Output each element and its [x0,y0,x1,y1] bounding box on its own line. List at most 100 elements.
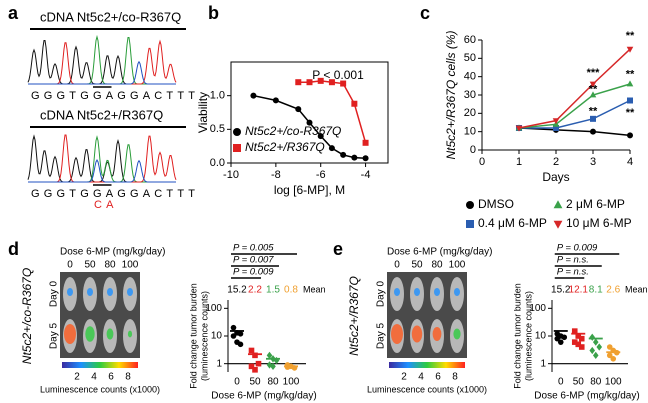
dose: 50 [411,260,423,271]
track-title: cDNA Nt5c2+/R367Q [40,107,163,122]
marker [578,335,585,342]
marker [606,344,613,350]
panel-label: d [8,239,19,259]
y-tick-label: 1 [216,358,222,369]
y-tick-label: 30 [464,89,476,101]
marker [328,79,335,86]
marker [589,91,597,98]
colorbar-tick: 2 [74,372,80,383]
mean-label: 8.1 [589,285,603,296]
legend-marker [466,201,474,209]
y-tick-label: 0.5 [210,123,225,135]
marker [230,324,237,331]
y-tick-label: 100 [205,303,222,314]
marker [589,346,596,355]
signal [411,325,423,343]
signal [127,330,133,338]
signal [67,288,73,296]
y-tick-label: 20 [464,107,476,119]
marker [295,79,302,86]
mean-caption: Mean [625,284,648,294]
genotype: Nt5c2+/co-R367Q [20,268,34,364]
dose: 100 [122,260,139,271]
x-tick-label: 100 [283,377,300,388]
marker [306,119,313,126]
legend-label: DMSO [478,197,514,211]
x-tick-label: -8 [271,169,281,181]
marker [270,362,276,370]
colorbar-tick: 2 [401,372,407,383]
mean-label: 15.2 [551,285,571,296]
signal [64,324,76,344]
marker [590,115,596,122]
legend-label: 2 μM 6-MP [566,197,625,211]
marker [590,128,596,135]
marker [317,133,324,140]
sequence: GGGTGGAGGACTTT [31,90,199,102]
marker [626,80,634,87]
marker [589,81,597,88]
legend-label: Nt5c2+/co-R367Q [245,124,341,138]
marker [248,347,255,354]
variant: CA [94,199,118,211]
marker [553,125,559,131]
marker [328,145,335,152]
annotation: ** [626,69,635,81]
signal [85,326,95,342]
x-tick-label: -4 [361,169,371,181]
y-axis-label: Viability [196,92,210,133]
colorbar-label: Luminescence counts (x1000) [40,384,160,394]
y-tick-label: 10 [535,331,547,342]
legend-label: Nt5c2+/R367Q [245,140,325,154]
marker [571,339,578,345]
marker [571,328,578,334]
legend-marker [553,200,563,209]
y-tick-label: 40 [464,71,476,83]
marker [578,344,585,350]
comparison-label: P = n.s. [557,267,589,278]
legend-marker [233,128,241,136]
annotation: ** [589,83,598,95]
marker [351,154,358,161]
marker [340,80,347,87]
y-tick-label: 50 [464,52,476,64]
day-label: Day 0 [376,281,387,308]
marker [272,97,279,104]
y-axis-label: Fold change tumor burden [188,283,198,389]
legend-label: 0.4 μM 6-MP [478,216,547,230]
x-tick-label: 1 [516,156,522,168]
signal [414,288,420,296]
series-line [519,99,631,129]
marker [592,338,599,346]
x-axis-label: log [6-MP], M [274,183,345,197]
marker [248,363,255,370]
marker [626,46,634,53]
marker [250,92,257,99]
colorbar-tick: 8 [125,372,131,383]
colorbar-tick: 6 [435,372,441,383]
series-line [518,127,631,137]
marker [230,333,237,339]
annotation: ** [626,30,635,42]
trace [28,158,176,183]
x-tick-label: 0 [479,156,485,168]
annotation: *** [587,67,601,79]
day-label: Day 5 [49,323,60,350]
x-tick-label: 50 [573,377,585,388]
y-axis-label: (luminescence counts) [199,291,209,381]
x-tick-label: 0 [558,377,564,388]
marker [362,139,369,146]
x-axis-label: Dose 6-MP (mg/kg/day) [211,391,316,402]
x-axis-label: Days [542,170,569,184]
trace [28,60,176,85]
marker [554,335,561,342]
signal [453,328,461,340]
sequence: GGGTGGAGGACTTT [31,188,199,200]
x-tick-label: 80 [267,377,279,388]
x-tick-label: -6 [316,169,326,181]
marker [606,352,613,359]
signal [434,288,440,296]
mean-label: 15.2 [227,285,247,296]
marker [596,343,603,351]
